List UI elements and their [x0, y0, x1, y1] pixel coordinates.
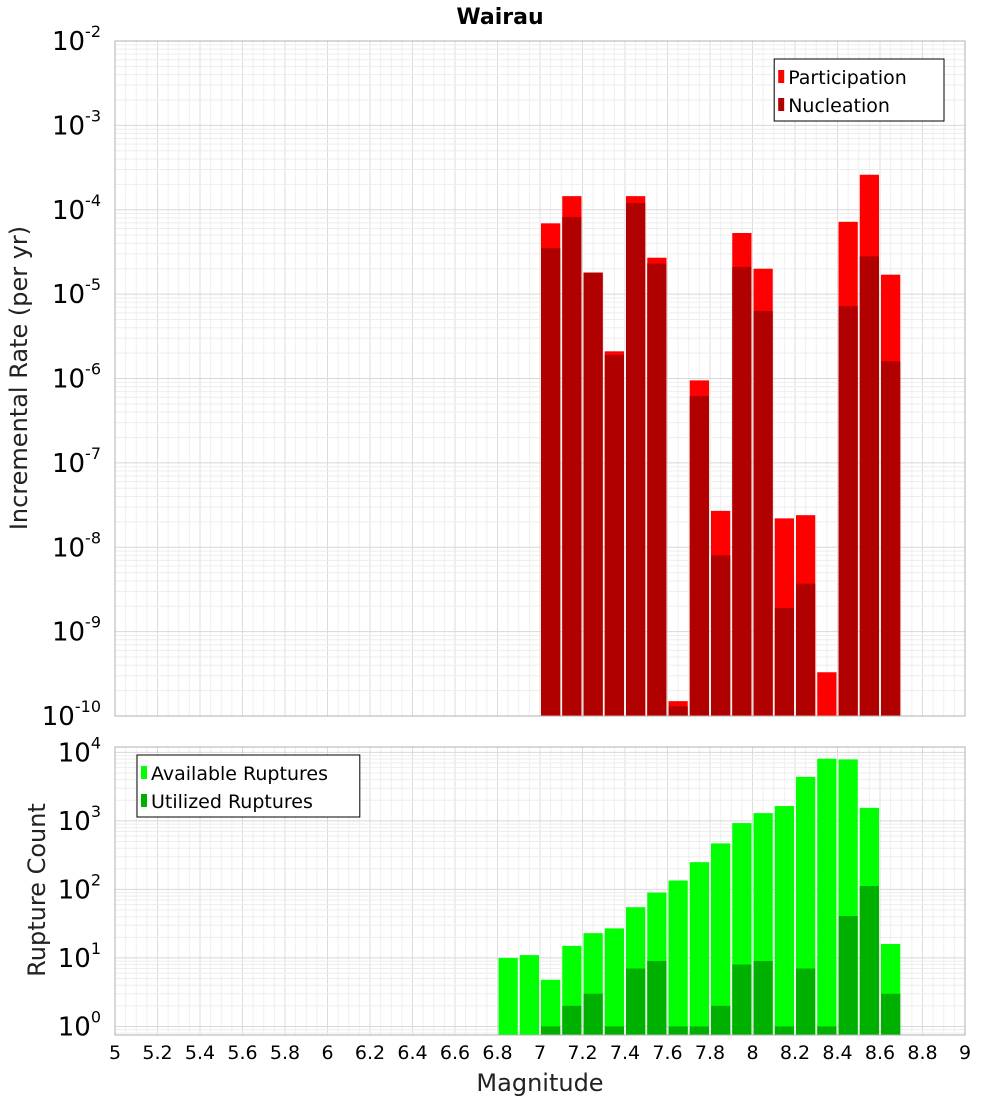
bottom-legend-label: Available Ruptures [151, 763, 328, 785]
bottom-bar-available-ruptures [604, 928, 624, 1035]
top-y-tick-label: 10-6 [52, 360, 101, 395]
bottom-legend-swatch [141, 794, 147, 807]
bottom-x-tick-label: 8.4 [822, 1042, 852, 1064]
top-bar-nucleation [753, 311, 773, 716]
top-legend-box [773, 58, 945, 122]
top-bar-nucleation [881, 361, 901, 716]
bottom-x-tick-label: 5 [109, 1042, 121, 1064]
top-y-tick-label: 10-8 [52, 528, 101, 563]
bottom-x-tick-label: 8.6 [865, 1042, 895, 1064]
top-panel: 10-10 10-9 10-8 10-7 10-6 10-5 10-4 10-3 10-2 Par… [42, 22, 966, 732]
bottom-x-tick-label: 5.8 [270, 1042, 300, 1064]
bottom-bar-utilized-ruptures [668, 1026, 688, 1035]
top-y-tick-label: 10-2 [52, 22, 101, 57]
top-legend-label: Nucleation [788, 95, 890, 117]
top-bar-nucleation [541, 248, 561, 717]
top-bar-nucleation [562, 217, 582, 716]
top-legend: Participation Nucleation [773, 58, 945, 122]
top-y-axis-label: Incremental Rate (per yr) [5, 226, 33, 530]
top-bar-nucleation [859, 256, 879, 716]
bottom-bar-utilized-ruptures [604, 1026, 624, 1035]
bottom-bar-utilized-ruptures [711, 1005, 731, 1035]
bottom-bar-available-ruptures [817, 758, 837, 1035]
x-axis-label: Magnitude [476, 1069, 603, 1097]
top-y-tick-label: 10-4 [52, 191, 101, 226]
top-y-tick-label: 10-9 [52, 613, 101, 648]
bottom-x-tick-label: 5.6 [227, 1042, 257, 1064]
bottom-x-tick-label: 6.6 [440, 1042, 470, 1064]
bottom-bar-available-ruptures [711, 843, 731, 1035]
bottom-bar-utilized-ruptures [626, 968, 646, 1035]
top-bar-nucleation [838, 306, 858, 716]
bottom-bar-available-ruptures [774, 806, 794, 1035]
chart-title: Wairau [456, 5, 543, 30]
bottom-legend: Available Ruptures Utilized Ruptures [136, 754, 361, 818]
bottom-y-tick-label: 104 [58, 733, 101, 768]
bottom-x-tick-label: 7 [534, 1042, 546, 1064]
bottom-bar-utilized-ruptures [541, 1026, 561, 1035]
bottom-bar-utilized-ruptures [796, 968, 816, 1035]
bottom-x-tick-label: 5.4 [185, 1042, 215, 1064]
bottom-bar-available-ruptures [541, 979, 561, 1035]
bottom-bar-utilized-ruptures [732, 964, 752, 1035]
bottom-bar-utilized-ruptures [838, 915, 858, 1035]
bottom-bar-available-ruptures [498, 957, 518, 1035]
bottom-y-tick-label: 102 [58, 870, 101, 905]
bottom-x-tick-label: 7.6 [652, 1042, 682, 1064]
bottom-bar-utilized-ruptures [859, 886, 879, 1035]
top-bar-nucleation [626, 203, 646, 716]
bottom-x-tick-label: 8.2 [780, 1042, 810, 1064]
top-bar-nucleation [604, 354, 624, 716]
bottom-bar-utilized-ruptures [689, 1026, 709, 1035]
top-y-tick-label: 10-3 [52, 106, 101, 141]
top-y-tick-label: 10-10 [42, 697, 101, 732]
bottom-x-tick-label: 7.2 [567, 1042, 597, 1064]
bottom-bar-utilized-ruptures [562, 1005, 582, 1035]
bottom-panel: 100 101 102 103 104 5 5.2 5.4 5.6 5.8 6 6.2 6.4 6.6 6.… [58, 733, 971, 1064]
top-bar-nucleation [732, 266, 752, 716]
bottom-bar-utilized-ruptures [774, 1026, 794, 1035]
bottom-bar-utilized-ruptures [647, 961, 667, 1035]
bottom-bar-utilized-ruptures [583, 993, 603, 1035]
bottom-y-axis-label: Rupture Count [23, 803, 51, 977]
bottom-x-tick-label: 6.2 [355, 1042, 385, 1064]
top-bar-participation [817, 672, 837, 716]
top-legend-label: Participation [788, 67, 907, 89]
bottom-y-tick-label: 101 [58, 939, 101, 974]
bottom-y-tick-label: 103 [58, 802, 101, 837]
bottom-y-tick-label: 100 [58, 1007, 101, 1042]
top-legend-swatch [778, 98, 785, 111]
top-bar-nucleation [711, 555, 731, 716]
top-bar-nucleation [668, 706, 688, 716]
top-bar-nucleation [689, 396, 709, 716]
bottom-x-tick-label: 6 [321, 1042, 333, 1064]
bottom-bar-utilized-ruptures [881, 993, 901, 1035]
bottom-x-tick-label: 5.2 [142, 1042, 172, 1064]
top-bar-nucleation [774, 608, 794, 716]
bottom-legend-label: Utilized Ruptures [151, 791, 313, 813]
bottom-plot-frame [114, 746, 966, 1036]
bottom-bar-available-ruptures [668, 880, 688, 1035]
bottom-x-tick-label: 7.4 [610, 1042, 640, 1064]
top-y-tick-label: 10-5 [52, 275, 101, 310]
bottom-x-tick-label: 8 [746, 1042, 758, 1064]
bottom-bar-available-ruptures [689, 862, 709, 1035]
top-bar-nucleation [647, 263, 667, 716]
top-bar-nucleation [796, 583, 816, 716]
top-plot-frame [114, 40, 966, 717]
bottom-bar-utilized-ruptures [753, 961, 773, 1035]
bottom-x-tick-label: 8.8 [907, 1042, 937, 1064]
bottom-x-tick-label: 6.8 [482, 1042, 512, 1064]
top-bar-nucleation [583, 272, 603, 716]
bottom-bar-utilized-ruptures [817, 1026, 837, 1035]
top-y-tick-label: 10-7 [52, 444, 101, 479]
bottom-legend-swatch [141, 766, 147, 779]
bottom-x-tick-label: 6.4 [397, 1042, 427, 1064]
bottom-legend-box [136, 754, 361, 818]
bottom-x-tick-label: 7.8 [695, 1042, 725, 1064]
top-legend-swatch [778, 70, 785, 83]
bottom-x-tick-label: 9 [959, 1042, 971, 1064]
bottom-bar-available-ruptures [519, 955, 539, 1035]
